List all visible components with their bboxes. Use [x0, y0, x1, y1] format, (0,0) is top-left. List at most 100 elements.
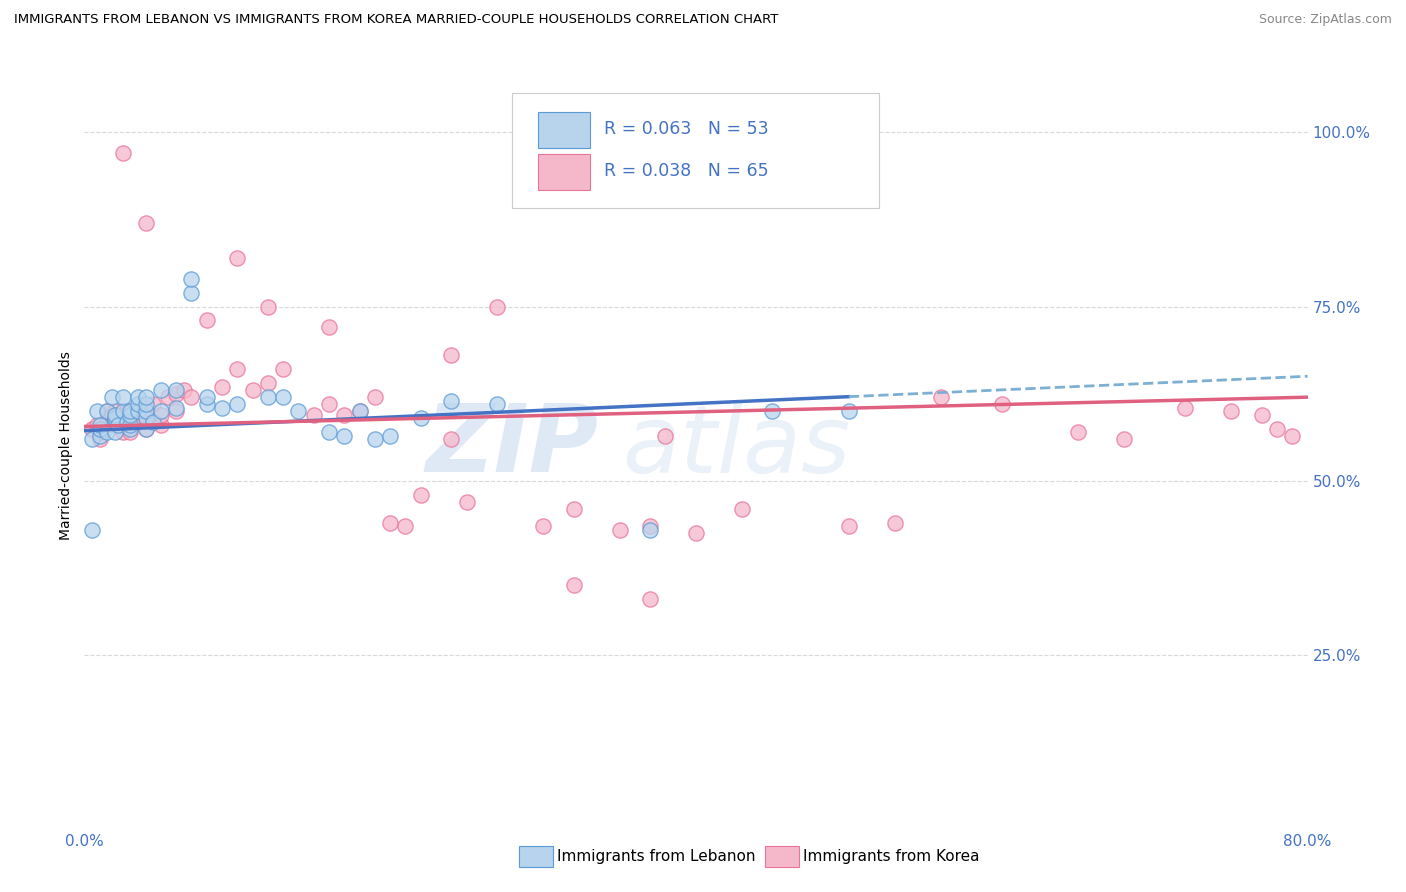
Point — [333, 428, 356, 442]
FancyBboxPatch shape — [538, 112, 589, 147]
Point — [318, 320, 340, 334]
Point — [135, 411, 157, 425]
Text: Immigrants from Lebanon: Immigrants from Lebanon — [557, 849, 755, 863]
Point — [226, 251, 249, 265]
Point — [731, 501, 754, 516]
Point — [562, 501, 585, 516]
Point — [838, 519, 860, 533]
Text: Source: ZipAtlas.com: Source: ZipAtlas.com — [1258, 13, 1392, 27]
Point — [96, 404, 118, 418]
Point — [149, 408, 172, 422]
Point — [127, 390, 149, 404]
Point — [111, 146, 134, 161]
Point — [394, 519, 416, 533]
Point — [104, 404, 127, 418]
Point — [120, 415, 142, 429]
Point — [440, 348, 463, 362]
Point — [142, 415, 165, 429]
Point — [96, 411, 118, 425]
Point — [111, 415, 134, 429]
Point — [127, 397, 149, 411]
Point — [149, 418, 172, 433]
Point — [380, 428, 402, 442]
Point — [120, 425, 142, 439]
Point — [91, 421, 114, 435]
Point — [1281, 428, 1303, 442]
Text: R = 0.038   N = 65: R = 0.038 N = 65 — [605, 162, 769, 180]
Point — [89, 432, 111, 446]
Text: R = 0.063   N = 53: R = 0.063 N = 53 — [605, 120, 769, 138]
Point — [142, 397, 165, 411]
Point — [104, 415, 127, 429]
Point — [173, 383, 195, 397]
Point — [257, 376, 280, 391]
Point — [80, 432, 103, 446]
Point — [80, 523, 103, 537]
Point — [302, 408, 325, 422]
Point — [195, 390, 218, 404]
Point — [127, 415, 149, 429]
Point — [531, 519, 554, 533]
Point — [409, 488, 432, 502]
Text: atlas: atlas — [623, 401, 851, 491]
Point — [120, 408, 142, 422]
Point — [211, 380, 233, 394]
Point — [349, 404, 371, 418]
Point — [1174, 401, 1197, 415]
Point — [127, 404, 149, 418]
Point — [89, 425, 111, 439]
Point — [89, 428, 111, 442]
Point — [104, 425, 127, 439]
Point — [149, 383, 172, 397]
Point — [318, 397, 340, 411]
Point — [364, 432, 387, 446]
Point — [104, 418, 127, 433]
Point — [86, 404, 108, 418]
Point — [107, 418, 129, 433]
Point — [1067, 425, 1090, 439]
Point — [180, 285, 202, 300]
Point — [80, 421, 103, 435]
Point — [115, 404, 138, 418]
Point — [456, 495, 478, 509]
Point — [107, 408, 129, 422]
Point — [195, 397, 218, 411]
Point — [89, 421, 111, 435]
Point — [115, 415, 138, 429]
Point — [120, 408, 142, 422]
Point — [111, 390, 134, 404]
Point — [761, 404, 783, 418]
Point — [104, 411, 127, 425]
Point — [1250, 408, 1272, 422]
Point — [135, 404, 157, 418]
Point — [111, 404, 134, 418]
Point — [883, 516, 905, 530]
Point — [211, 401, 233, 415]
Point — [257, 390, 280, 404]
Point — [165, 404, 187, 418]
Point — [638, 519, 661, 533]
Point — [685, 526, 707, 541]
Point — [271, 362, 294, 376]
Point — [349, 404, 371, 418]
Point — [440, 432, 463, 446]
Point — [96, 425, 118, 439]
Point — [287, 404, 309, 418]
Point — [654, 428, 676, 442]
Point — [562, 578, 585, 592]
Point — [165, 386, 187, 401]
Y-axis label: Married-couple Households: Married-couple Households — [59, 351, 73, 541]
Point — [96, 404, 118, 418]
Point — [1265, 421, 1288, 435]
Point — [135, 216, 157, 230]
Point — [120, 421, 142, 435]
Point — [333, 408, 356, 422]
Point — [195, 313, 218, 327]
Point — [157, 390, 180, 404]
Point — [135, 404, 157, 418]
Point — [111, 425, 134, 439]
Point — [440, 393, 463, 408]
Point — [101, 390, 124, 404]
Point — [1114, 432, 1136, 446]
Point — [180, 390, 202, 404]
